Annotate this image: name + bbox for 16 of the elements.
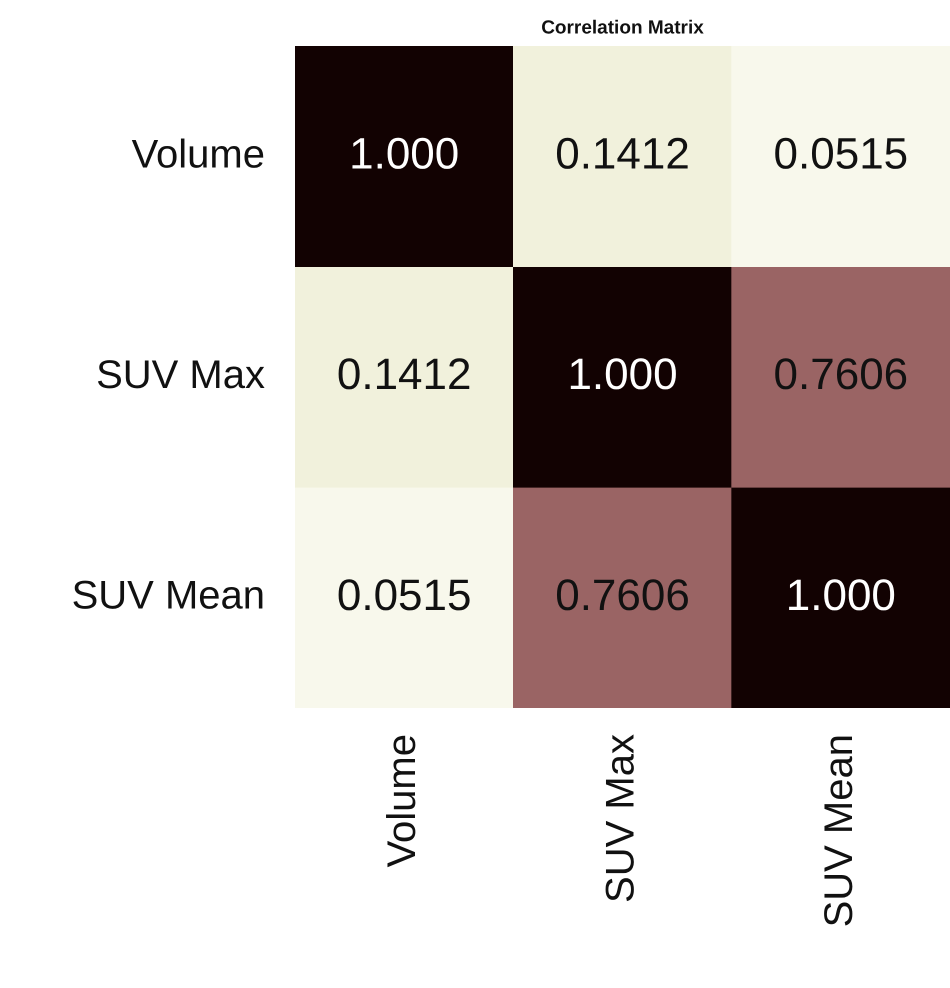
data-label: 1.000 [786, 570, 896, 620]
y-tick-label: Volume [132, 132, 265, 176]
data-label: 0.7606 [774, 350, 908, 400]
data-label: 0.0515 [336, 570, 472, 620]
data-label: 1.000 [567, 350, 678, 400]
chart-title: Correlation Matrix [541, 18, 704, 39]
data-label: 0.7606 [555, 570, 690, 620]
y-tick-label: SUV Max [96, 353, 265, 398]
data-label: 0.0515 [774, 129, 908, 178]
x-tick-label: SUV Max [598, 734, 643, 903]
x-tick-label: SUV Mean [816, 734, 861, 928]
data-label: 0.1412 [555, 129, 690, 178]
x-tick-label: Volume [380, 734, 424, 868]
y-tick-label: SUV Mean [72, 574, 265, 618]
data-label: 0.1412 [336, 350, 472, 400]
data-label: 1.000 [349, 129, 460, 178]
